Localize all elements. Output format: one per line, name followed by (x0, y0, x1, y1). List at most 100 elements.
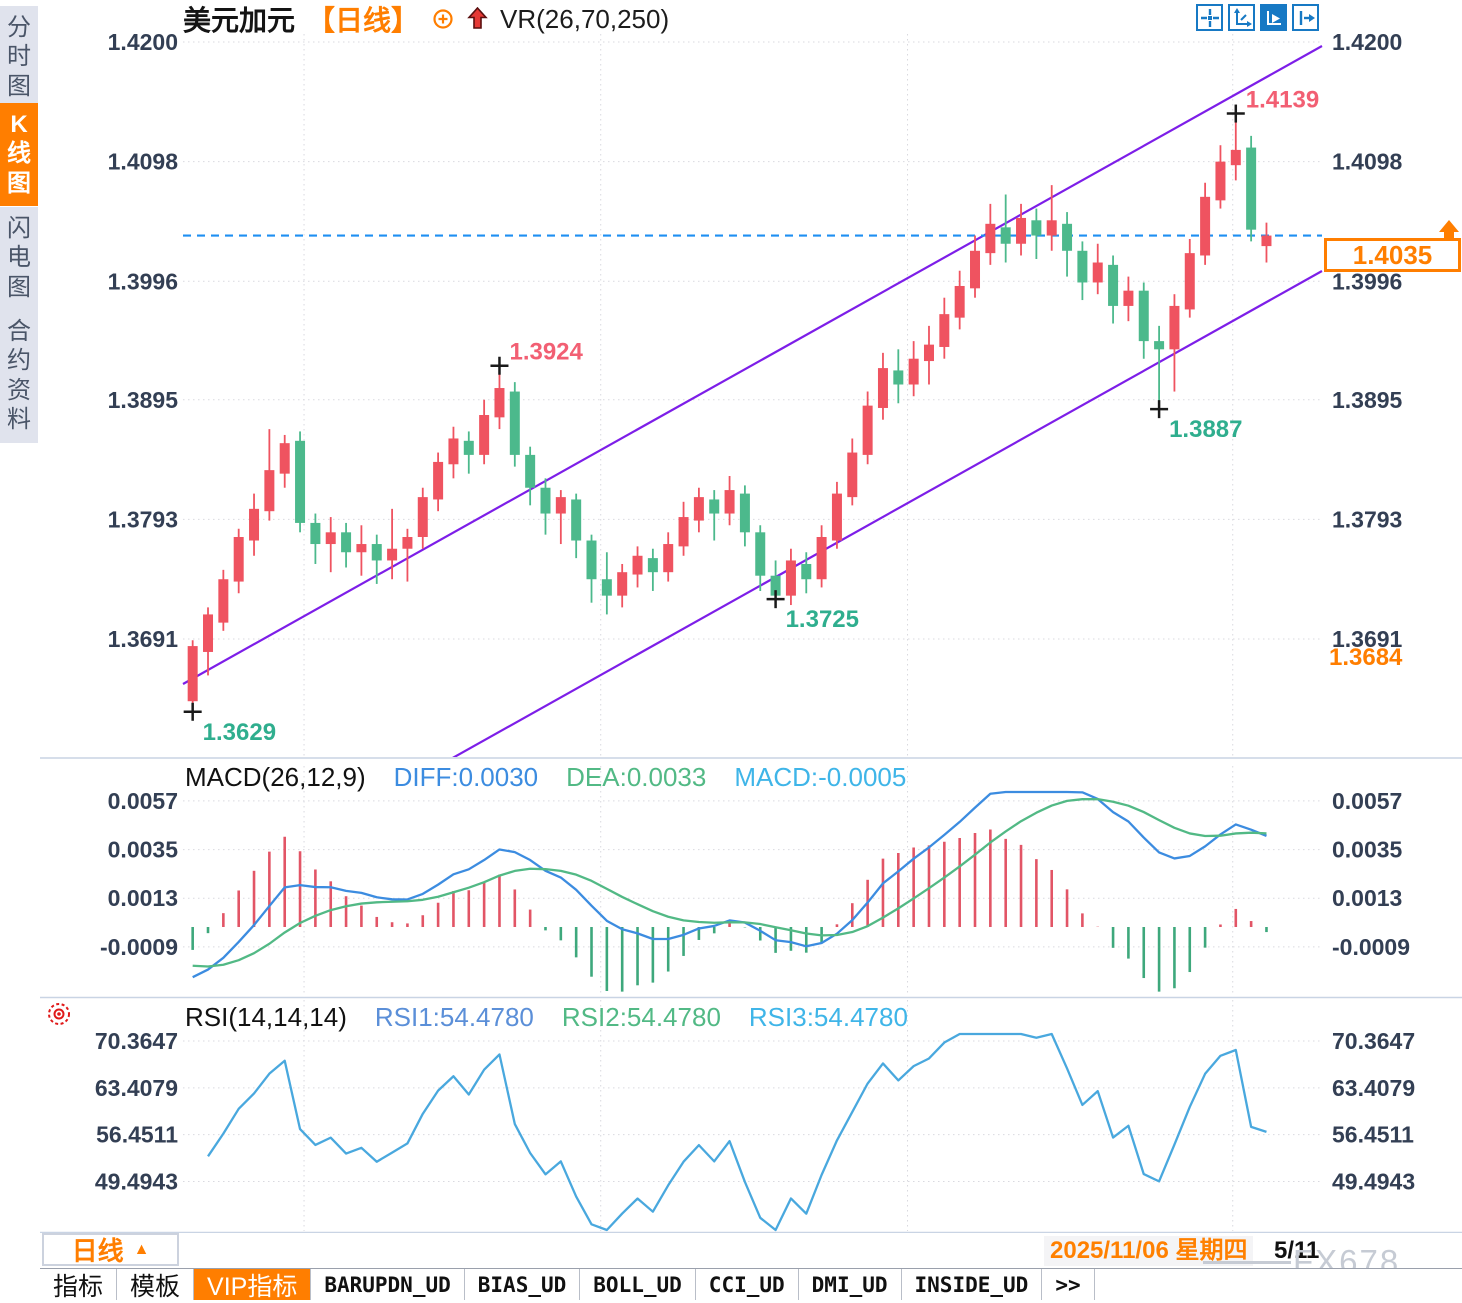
candle-41 (816, 537, 827, 580)
bottom-tab-5[interactable]: BOLL_UD (580, 1269, 696, 1300)
candle-29 (632, 555, 643, 575)
macd-header: MACD(26,12,9) DIFF:0.0030 DEA:0.0033 MACD:… (185, 762, 906, 793)
price-axis-label: 1.3895 (1332, 387, 1403, 413)
macd-axis-label: 0.0035 (108, 837, 179, 863)
bottom-tab-1[interactable]: 模板 (117, 1269, 195, 1301)
candle-19 (479, 415, 490, 455)
macd-axis-label: 0.0057 (108, 788, 178, 814)
period-tag[interactable]: 【日线】 (307, 5, 420, 36)
current-price-badge[interactable]: 1.4035 (1324, 238, 1461, 272)
candle-33 (693, 497, 704, 521)
candle-58 (1077, 250, 1088, 283)
secondary-price-label: 1.3684 (1329, 644, 1403, 671)
zoom-plus-icon[interactable] (431, 7, 455, 31)
sidebar-item-2[interactable]: 闪电图 (0, 207, 38, 311)
annotation-1.3629: 1.3629 (203, 719, 276, 746)
price-axis-label: 1.3895 (108, 387, 179, 413)
candle-67 (1215, 161, 1226, 201)
candle-62 (1138, 290, 1149, 342)
candle-37 (755, 532, 766, 576)
macd-axis-label: 0.0013 (1332, 885, 1402, 911)
candle-69 (1246, 147, 1257, 230)
candle-50 (954, 285, 965, 318)
trend-channel[interactable] (182, 45, 1323, 909)
candle-49 (939, 314, 950, 347)
period-selector-arrow-icon: ▲ (133, 1240, 150, 1258)
rsi-axis-label: 49.4943 (95, 1168, 178, 1194)
bottom-tab-8[interactable]: INSIDE_UD (901, 1269, 1043, 1300)
rsi-readout-2: RSI3:54.4780 (748, 1002, 908, 1032)
candle-20 (494, 388, 505, 418)
bottom-tab-9[interactable]: >> (1042, 1269, 1095, 1300)
candle-31 (663, 544, 674, 573)
candle-1 (203, 614, 214, 652)
macd-title[interactable]: MACD(26,12,9) (185, 762, 366, 792)
price-axis-label: 1.4098 (1332, 149, 1403, 175)
candle-40 (801, 563, 812, 580)
candle-60 (1108, 264, 1119, 306)
vr-indicator-label[interactable]: VR(26,70,250) (500, 3, 670, 34)
price-axis-label: 1.4200 (1332, 29, 1402, 55)
bottom-tab-0[interactable]: 指标 (40, 1269, 118, 1301)
macd-diff-line (192, 790, 1267, 979)
axis-scale-icon[interactable] (1228, 4, 1255, 31)
candle-23 (540, 487, 551, 514)
candle-47 (908, 358, 919, 385)
candle-43 (847, 452, 858, 498)
bottom-tab-2[interactable]: VIP指标 (194, 1269, 312, 1301)
shift-right-icon[interactable] (1292, 4, 1319, 31)
candle-55 (1031, 220, 1042, 236)
sidebar-item-3[interactable]: 合约资料 (0, 310, 38, 443)
macd-axis-label: 0.0035 (1332, 837, 1403, 863)
candle-22 (525, 454, 536, 488)
rsi-title[interactable]: RSI(14,14,14) (185, 1002, 347, 1032)
candle-2 (218, 579, 229, 623)
rsi-axis-label: 56.4511 (1332, 1122, 1414, 1148)
candle-14 (402, 537, 413, 549)
candle-24 (555, 497, 566, 514)
indicator-settings-icon[interactable] (46, 1001, 72, 1032)
rsi-line (207, 1032, 1267, 1232)
pan-crosshair-icon[interactable] (1196, 4, 1223, 31)
price-axis-label: 1.3691 (108, 626, 179, 652)
macd-axis-label: 0.0057 (1332, 788, 1402, 814)
bottom-tab-6[interactable]: CCI_UD (695, 1269, 799, 1300)
candle-21 (509, 391, 520, 455)
period-selector-label: 日线 (71, 1236, 124, 1266)
sidebar-item-0[interactable]: 分时图 (0, 6, 38, 110)
macd-readouts: DIFF:0.0030 DEA:0.0033 MACD:-0.0005 (394, 762, 907, 793)
candle-28 (617, 572, 628, 596)
auto-fit-icon[interactable] (1260, 4, 1287, 31)
candle-35 (724, 490, 735, 514)
candle-70 (1261, 235, 1272, 247)
macd-axis-label: -0.0009 (1332, 934, 1410, 960)
candle-45 (877, 368, 888, 408)
symbol-title: 美元加元 (183, 5, 296, 36)
candle-61 (1123, 290, 1134, 306)
candle-53 (1000, 227, 1011, 244)
price-axis-label: 1.3691 (1332, 626, 1403, 652)
rsi-axis-label: 49.4943 (1332, 1168, 1415, 1194)
macd-histogram (191, 829, 1268, 992)
candle-3 (233, 537, 244, 582)
watermark-dash (1203, 1260, 1291, 1264)
rsi-readout-1: RSI2:54.4780 (561, 1002, 721, 1032)
bottom-tab-7[interactable]: DMI_UD (798, 1269, 902, 1300)
up-arrow-icon[interactable] (467, 7, 488, 31)
bottom-tab-4[interactable]: BIAS_UD (464, 1269, 581, 1300)
candle-34 (709, 499, 720, 514)
candle-10 (341, 532, 352, 553)
price-axis-label: 1.4098 (108, 149, 179, 175)
bottom-tab-3[interactable]: BARUPDN_UD (311, 1269, 465, 1300)
candle-26 (586, 540, 597, 580)
annotation-1.3725: 1.3725 (786, 606, 859, 633)
candle-8 (310, 522, 321, 545)
price-axis-label: 1.4200 (108, 29, 178, 55)
candle-52 (985, 223, 996, 254)
candles[interactable] (187, 113, 1272, 712)
rsi-header: RSI(14,14,14) RSI1:54.4780 RSI2:54.4780 RS… (185, 1002, 908, 1033)
period-selector[interactable]: 日线 ▲ (42, 1233, 179, 1266)
candle-63 (1154, 341, 1165, 350)
